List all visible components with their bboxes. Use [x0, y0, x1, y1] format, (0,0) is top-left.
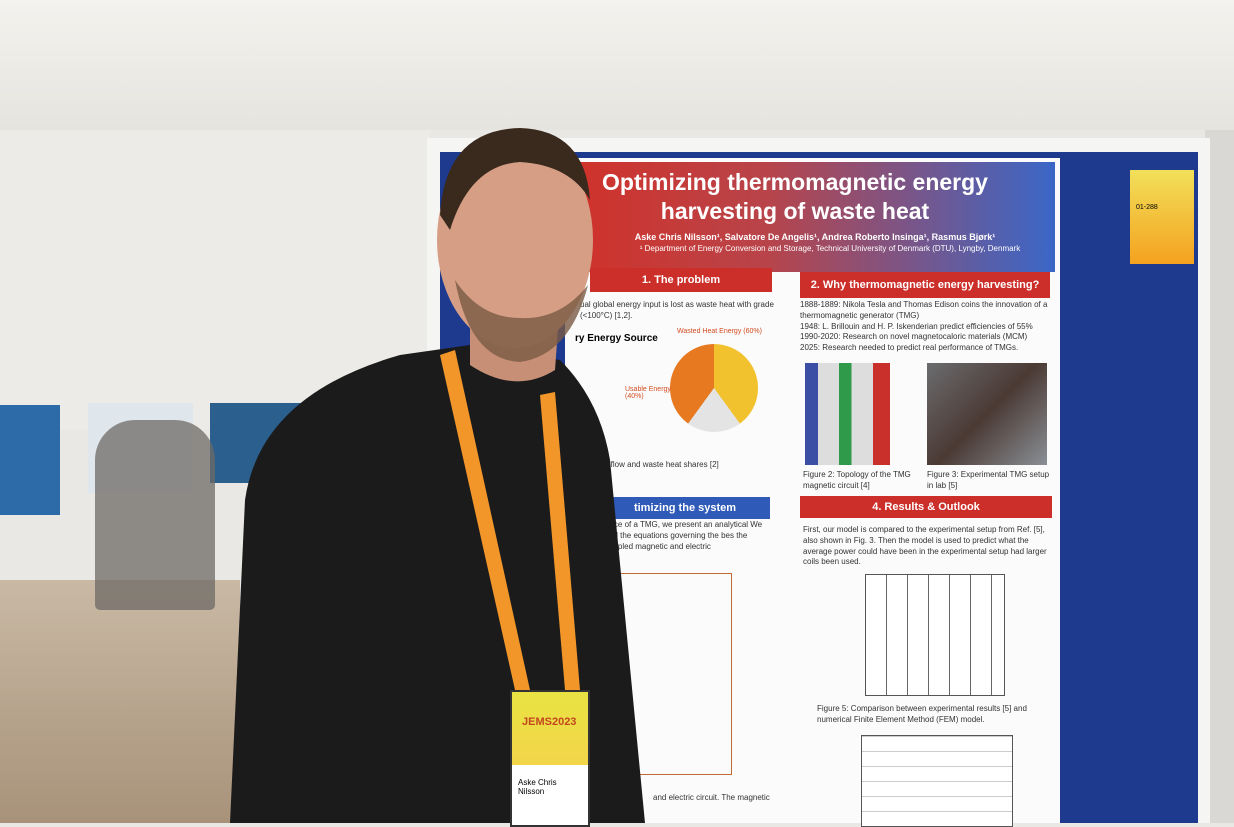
section-heading: 1. The problem — [590, 268, 772, 292]
board-label: 01-288 — [1130, 170, 1194, 264]
label-text: 01-288 — [1136, 204, 1158, 211]
pie-chart — [670, 344, 758, 432]
poster-title: Optimizing thermomagnetic energy harvest… — [602, 169, 988, 224]
badge-event: JEMS2023 — [522, 716, 577, 728]
section-text: and electric circuit. The magnetic — [653, 793, 770, 802]
figure-caption: Figure 5: Comparison between experimenta… — [817, 704, 1027, 724]
poster-affiliation: ¹ Department of Energy Conversion and St… — [639, 243, 1021, 253]
section-text: 1888-1889: Nikola Tesla and Thomas Ediso… — [800, 300, 1050, 354]
plot — [865, 574, 1005, 696]
figure-photo — [927, 363, 1047, 465]
lanyard — [440, 350, 580, 690]
background-people — [95, 420, 215, 610]
text-line: 1990-2020: Research on novel magnetocalo… — [800, 332, 1028, 342]
pie-label: Wasted Heat Energy (60%) — [677, 328, 762, 335]
section-text: ance of a TMG, we present an analytical … — [605, 520, 763, 551]
floor — [0, 580, 240, 823]
text-line: 1888-1889: Nikola Tesla and Thomas Ediso… — [800, 300, 1048, 320]
section-text: ual global energy input is lost as waste… — [580, 300, 774, 320]
title-banner: Optimizing thermomagnetic energy harvest… — [575, 162, 1055, 272]
figure-title: ry Energy Source — [575, 333, 658, 344]
figure-topology — [805, 363, 890, 465]
pie-label: Usable Energy (40%) — [625, 386, 671, 400]
plot — [861, 735, 1013, 827]
hair — [440, 128, 590, 230]
badge-name: Aske Chris Nilsson — [518, 778, 557, 796]
head — [437, 132, 593, 348]
figure-caption: Figure 2: Topology of the TMG magnetic c… — [803, 470, 911, 490]
text-line: 1948: L. Brillouin and H. P. Iskenderian… — [800, 321, 1033, 331]
poster-authors: Aske Chris Nilsson¹, Salvatore De Angeli… — [634, 231, 996, 242]
figure-caption: Figure 3: Experimental TMG setup in lab … — [927, 470, 1050, 490]
poster: Optimizing thermomagnetic energy harvest… — [565, 158, 1060, 827]
text-line: 2025: Research needed to predict real pe… — [800, 343, 1019, 353]
beard — [455, 280, 588, 362]
section-heading: 4. Results & Outlook — [800, 496, 1052, 518]
name-badge: JEMS2023 Aske Chris Nilsson — [510, 690, 590, 827]
background-posters — [0, 405, 60, 515]
section-text: First, our model is compared to the expe… — [803, 525, 1047, 567]
figure-caption: gy flow and waste heat shares [2] — [600, 460, 719, 469]
section-heading: timizing the system — [600, 497, 770, 519]
section-heading: 2. Why thermomagnetic energy harvesting? — [800, 272, 1050, 298]
ceiling — [0, 0, 1234, 130]
